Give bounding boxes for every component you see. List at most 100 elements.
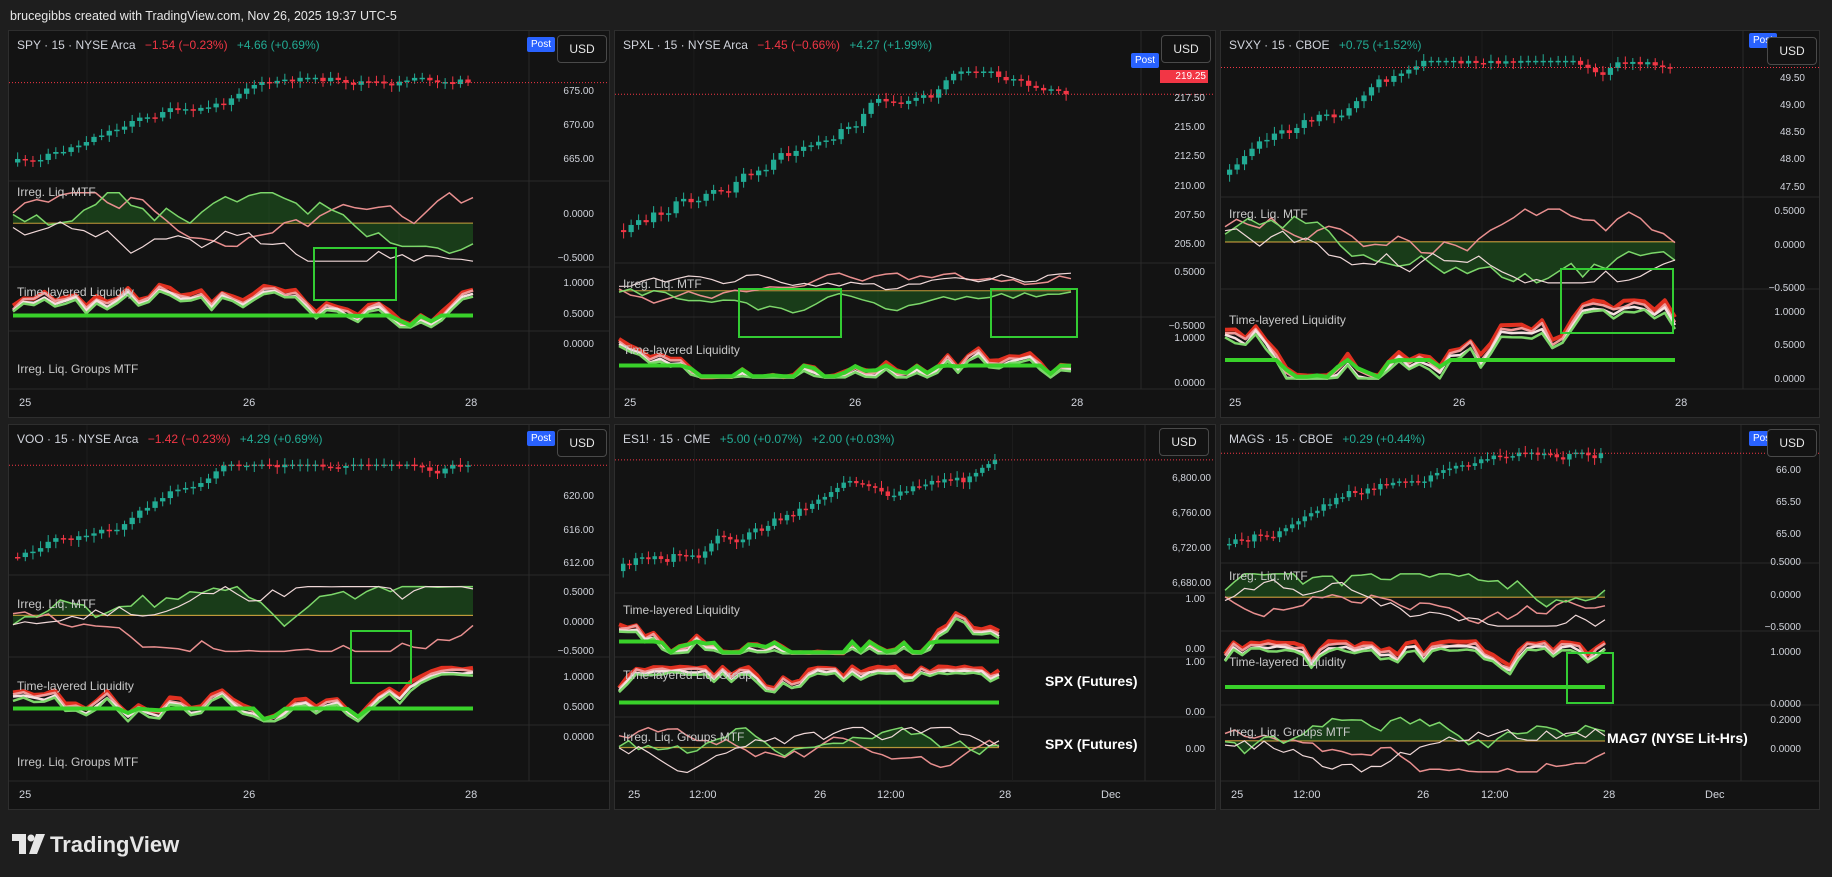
indicator-label[interactable]: Irreg. Liq. Groups MTF bbox=[17, 755, 139, 769]
candle bbox=[1416, 481, 1421, 483]
symbol-header[interactable]: SPY · 15 · NYSE Arca −1.54 (−0.23%) +4.6… bbox=[17, 38, 320, 52]
indicator-label[interactable]: Irreg. Liq. MTF bbox=[623, 277, 702, 291]
indicator-label[interactable]: Time-layered Liquidity bbox=[623, 343, 740, 357]
candle bbox=[1234, 164, 1240, 170]
currency-button[interactable]: USD bbox=[557, 35, 607, 63]
osc-line-upper bbox=[12, 191, 474, 248]
indicator-label[interactable]: Irreg. Liq. MTF bbox=[1229, 207, 1308, 221]
candle bbox=[442, 82, 448, 84]
candle bbox=[389, 83, 395, 86]
candle bbox=[1443, 60, 1449, 63]
indicator-label[interactable]: Irreg. Liq. MTF bbox=[1229, 569, 1308, 583]
x-tick: 26 bbox=[243, 789, 256, 801]
candle bbox=[1033, 85, 1039, 88]
candle bbox=[765, 525, 771, 531]
symbol-header[interactable]: SVXY · 15 · CBOE +0.75 (+1.52%) bbox=[1229, 38, 1422, 52]
candle bbox=[981, 71, 987, 73]
post-change-value: +0.75 (+1.52%) bbox=[1338, 38, 1422, 52]
x-tick: 28 bbox=[1071, 397, 1084, 409]
chart-panel-spxl[interactable]: SPXL · 15 · NYSE Arca −1.45 (−0.66%) +4.… bbox=[614, 30, 1216, 418]
currency-button[interactable]: USD bbox=[1159, 428, 1209, 456]
scale-label: 1.00 bbox=[1185, 657, 1205, 668]
chart-panel-spy[interactable]: SPY · 15 · NYSE Arca −1.54 (−0.23%) +4.6… bbox=[8, 30, 610, 418]
symbol-header[interactable]: VOO · 15 · NYSE Arca −1.42 (−0.23%) +4.2… bbox=[17, 432, 323, 446]
candle bbox=[876, 98, 882, 103]
candle bbox=[167, 108, 174, 113]
candle bbox=[144, 507, 151, 511]
candle bbox=[646, 557, 651, 560]
chart-panel-svxy[interactable]: SVXY · 15 · CBOE +0.75 (+1.52%) Post USD… bbox=[1220, 30, 1820, 418]
post-badge: Post bbox=[1131, 53, 1160, 68]
candle bbox=[1598, 453, 1604, 459]
x-tick: 12:00 bbox=[689, 789, 717, 801]
indicator-label[interactable]: Irreg. Liq. Groups MTF bbox=[623, 730, 745, 744]
ribbon-low-line bbox=[1225, 357, 1675, 380]
indicator-label[interactable]: Time-layered Liquidity bbox=[17, 679, 134, 693]
price-label: 217.50 bbox=[1174, 93, 1205, 104]
indicator-label[interactable]: Irreg. Liq. MTF bbox=[17, 597, 96, 611]
currency-button[interactable]: USD bbox=[1767, 37, 1817, 65]
candle bbox=[854, 481, 859, 484]
candle bbox=[1277, 531, 1282, 538]
candle bbox=[213, 471, 219, 479]
candle bbox=[30, 551, 36, 554]
indicator-label[interactable]: Irreg. Liq. MTF bbox=[17, 185, 96, 199]
candle bbox=[658, 556, 664, 560]
ribbon-line bbox=[617, 664, 1001, 691]
candle bbox=[1570, 60, 1576, 63]
candle bbox=[1434, 472, 1440, 476]
price-label: 212.50 bbox=[1174, 151, 1205, 162]
candle bbox=[748, 173, 754, 176]
symbol-header[interactable]: MAGS · 15 · CBOE +0.29 (+0.44%) bbox=[1229, 432, 1425, 446]
candle bbox=[1365, 488, 1371, 494]
indicator-label[interactable]: Time-layered Liquidity bbox=[17, 285, 134, 299]
candle bbox=[1630, 61, 1636, 64]
currency-button[interactable]: USD bbox=[1767, 429, 1817, 457]
chart-panel-mags[interactable]: MAGS · 15 · CBOE +0.29 (+0.44%) Post USD… bbox=[1220, 424, 1820, 810]
candle bbox=[1256, 141, 1263, 149]
price-label: 207.50 bbox=[1174, 210, 1205, 221]
osc-line-lower bbox=[1224, 716, 1606, 755]
candle bbox=[778, 153, 784, 160]
candle bbox=[671, 554, 676, 562]
scale-label: 1.0000 bbox=[1174, 333, 1205, 344]
candle bbox=[891, 495, 897, 498]
candle bbox=[1239, 539, 1245, 541]
candle bbox=[1466, 465, 1471, 467]
indicator-label[interactable]: Irreg. Liq. Groups MTF bbox=[17, 362, 139, 376]
indicator-label[interactable]: Irreg. Liq. Groups MTF bbox=[1229, 725, 1351, 739]
candle bbox=[1302, 516, 1308, 522]
chart-panel-es1[interactable]: ES1! · 15 · CME +5.00 (+0.07%) +2.00 (+0… bbox=[614, 424, 1216, 810]
candle bbox=[1249, 148, 1255, 157]
candle bbox=[1518, 60, 1524, 63]
indicator-label[interactable]: Time-layered Liq. Group bbox=[623, 668, 752, 682]
ribbon-line bbox=[1223, 644, 1606, 672]
currency-button[interactable]: USD bbox=[557, 429, 607, 457]
indicator-label[interactable]: Time-layered Liquidity bbox=[1229, 313, 1346, 327]
candle bbox=[1495, 60, 1502, 64]
candle bbox=[1622, 62, 1628, 64]
candle bbox=[1233, 539, 1238, 544]
scale-label: 0.0000 bbox=[563, 617, 594, 628]
candle bbox=[190, 486, 196, 489]
currency-button[interactable]: USD bbox=[1161, 35, 1211, 63]
candle bbox=[144, 117, 151, 119]
candle bbox=[1334, 497, 1339, 505]
candle bbox=[320, 464, 326, 467]
candle bbox=[221, 465, 227, 472]
candle bbox=[282, 79, 288, 82]
chart-panel-voo[interactable]: VOO · 15 · NYSE Arca −1.42 (−0.23%) +4.2… bbox=[8, 424, 610, 810]
symbol-name: SPXL · 15 · NYSE Arca bbox=[623, 38, 748, 52]
symbol-header[interactable]: SPXL · 15 · NYSE Arca −1.45 (−0.66%) +4.… bbox=[623, 38, 932, 52]
indicator-label[interactable]: Time-layered Liquidity bbox=[623, 603, 740, 617]
scale-label: 1.0000 bbox=[1774, 307, 1805, 318]
candle bbox=[1346, 491, 1352, 498]
symbol-header[interactable]: ES1! · 15 · CME +5.00 (+0.07%) +2.00 (+0… bbox=[623, 432, 895, 446]
candle bbox=[327, 466, 334, 469]
symbol-name: SVXY · 15 · CBOE bbox=[1229, 38, 1330, 52]
candle bbox=[1391, 75, 1397, 82]
candle bbox=[129, 121, 135, 127]
candle bbox=[450, 82, 456, 85]
indicator-label[interactable]: Time-layered Liquidity bbox=[1229, 655, 1346, 669]
ribbon-low-line bbox=[619, 363, 1072, 379]
